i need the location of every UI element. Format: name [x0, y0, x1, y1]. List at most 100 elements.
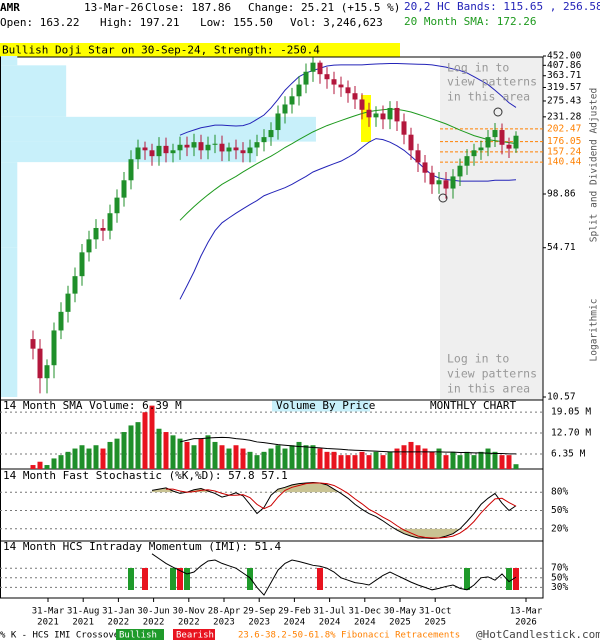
x-tick-label: 2023: [248, 618, 270, 628]
low: Low: 155.50: [200, 16, 273, 29]
volume-bar: [471, 455, 477, 469]
candle-body: [331, 79, 337, 85]
volume-by-price-bar: [1, 247, 18, 397]
y-tick-label: 80%: [551, 487, 568, 498]
candle-body: [373, 113, 379, 118]
candle-body: [324, 74, 330, 80]
volume-bar: [506, 455, 512, 469]
candle-body: [254, 142, 260, 148]
volume-by-price-bar: [1, 65, 67, 88]
pattern: Bullish Doji Star on 30-Sep-24, Strength…: [2, 44, 320, 57]
volume-bar: [107, 441, 113, 469]
volume-bar: [443, 455, 449, 469]
volume-bar: [401, 445, 407, 469]
candle-body: [471, 150, 477, 157]
volume-bar: [149, 405, 155, 469]
pattern-marker: [438, 193, 448, 203]
y-tick-label: 12.70 M: [551, 428, 591, 439]
x-tick-label: 31-Dec: [349, 607, 382, 617]
volume-bar: [429, 451, 435, 469]
volume-bar: [408, 441, 414, 469]
volume-bar: [513, 464, 519, 469]
candle-body: [114, 197, 120, 214]
candle-body: [464, 156, 470, 166]
candle-body: [478, 147, 484, 151]
date: 13-Mar-26: [84, 1, 144, 14]
candle-body: [149, 150, 155, 157]
crossover-bar: [177, 568, 183, 590]
volume-bar: [338, 455, 344, 469]
candle-body: [401, 121, 407, 135]
y-tick-label: 407.86: [547, 60, 582, 71]
candle-body: [226, 147, 232, 152]
crossover-bar: [506, 568, 512, 590]
volume-bar: [492, 451, 498, 469]
candle-body: [177, 144, 183, 151]
candle-body: [485, 137, 491, 148]
volume-bar: [436, 448, 442, 469]
indicator-line: [166, 482, 517, 539]
indicator-line: [179, 63, 517, 136]
volume-bar: [275, 445, 281, 469]
high: High: 197.21: [100, 16, 179, 29]
candle-body: [212, 143, 218, 145]
bands-label: 20,2 HC Bands: 115.65 , 256.58: [404, 0, 600, 13]
volume-bar: [93, 445, 99, 469]
volume-bar: [247, 451, 253, 469]
volume-bar: [177, 438, 183, 469]
volume-bar: [86, 448, 92, 469]
crossover-bar: [128, 568, 134, 590]
login-note: view patterns: [447, 75, 537, 89]
x-tick-label: 2024: [354, 618, 376, 628]
candle-body: [310, 62, 316, 72]
candle-body: [338, 84, 344, 88]
candle-body: [492, 130, 498, 138]
volume-bar: [331, 451, 337, 469]
candle-body: [51, 330, 57, 366]
change: Change: 25.21 (+15.5 %): [248, 1, 400, 14]
imi-title: 14 Month HCS Intraday Momentum (IMI): 51…: [3, 540, 282, 553]
volume-bar: [170, 435, 176, 469]
open: Open: 163.22: [0, 16, 79, 29]
x-tick-label: 31-Jan: [102, 607, 135, 617]
candle-body: [387, 107, 393, 120]
y-tick-label: 275.43: [547, 95, 581, 106]
y-tick-label: 54.71: [547, 242, 576, 253]
volume-bar: [296, 441, 302, 469]
candle-body: [289, 96, 295, 105]
candle-body: [408, 134, 414, 151]
volume-bar: [310, 445, 316, 469]
x-tick-label: 31-Mar: [32, 607, 65, 617]
y-tick-label: 30%: [551, 582, 568, 593]
login-note: view patterns: [447, 367, 537, 381]
volume-title: 14 Month SMA Volume: 6.39 M: [3, 399, 182, 412]
candle-body: [366, 109, 372, 118]
bullish-legend: Bullish: [119, 631, 157, 640]
volume-bar: [128, 425, 134, 469]
bearish-legend: Bearish: [176, 631, 214, 640]
candle-body: [100, 227, 106, 231]
candle-body: [450, 176, 456, 189]
candle-body: [422, 162, 428, 173]
x-tick-label: 31-Aug: [67, 607, 100, 617]
candle-body: [156, 145, 162, 157]
candle-body: [65, 293, 71, 312]
site: @HotCandlestick.com: [476, 628, 600, 640]
pattern-marker: [493, 107, 503, 117]
volume-bar: [121, 432, 127, 469]
candle-body: [142, 147, 148, 151]
volume-bar: [37, 461, 43, 469]
x-tick-label: 2022: [178, 618, 200, 628]
x-tick-label: 2022: [143, 618, 165, 628]
x-tick-label: 2025: [389, 618, 411, 628]
volume-by-price-bar: [1, 56, 18, 66]
candle-body: [268, 130, 274, 138]
volume-bar: [464, 451, 470, 469]
fib-label: 140.44: [547, 157, 582, 168]
volume-by-price-bar: [1, 116, 316, 142]
period-label: MONTHLY CHART: [430, 399, 516, 412]
volume-bar: [366, 455, 372, 469]
fib-label: 157.24: [547, 146, 582, 157]
y-tick-label: 231.28: [547, 111, 582, 122]
volume-bar: [100, 448, 106, 469]
